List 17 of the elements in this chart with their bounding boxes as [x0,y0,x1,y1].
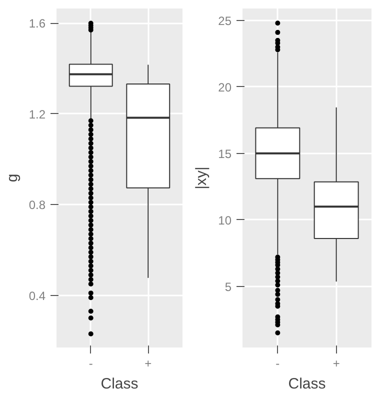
y-tick-label: 0.8 [28,198,46,212]
y-tick-label: 1.6 [28,16,46,31]
x-tick-label: + [144,356,152,370]
x-tick-label: - [276,356,280,370]
y-tick-label: 25 [218,14,232,28]
x-axis-title: Class [288,376,326,392]
y-axis-title: g [4,174,21,182]
y-tick-label: 15 [218,146,232,161]
y-axis-title: |xy| [193,166,210,190]
x-tick-label: + [332,356,340,370]
x-tick-label: - [88,356,93,370]
y-tick-label: 10 [218,213,232,228]
y-tick-label: 0.4 [28,288,46,303]
y-tick-label: 20 [218,80,232,94]
y-tick-label: 5 [224,280,232,294]
x-axis-title: Class [100,376,138,392]
y-tick-label: 1.2 [28,107,46,122]
